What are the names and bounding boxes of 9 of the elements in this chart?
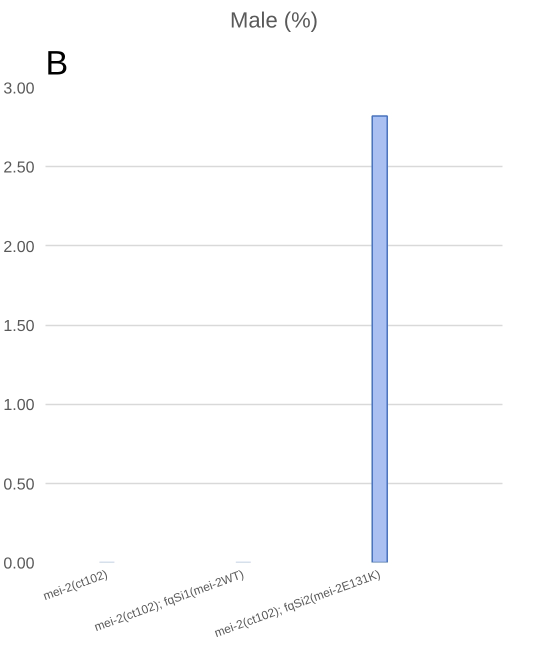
chart-title: Male (%) <box>230 8 318 32</box>
y-tick-label: 0.00 <box>3 556 35 572</box>
y-tick-label: 2.50 <box>3 160 35 177</box>
y-tick-label: 3.00 <box>3 80 35 98</box>
text: B <box>46 44 68 82</box>
y-tick-label: 2.00 <box>3 238 35 256</box>
y-tick-label: 1.50 <box>3 318 35 335</box>
y-tick-label: 0.50 <box>3 476 35 494</box>
y-tick-label: 1.00 <box>3 397 35 414</box>
